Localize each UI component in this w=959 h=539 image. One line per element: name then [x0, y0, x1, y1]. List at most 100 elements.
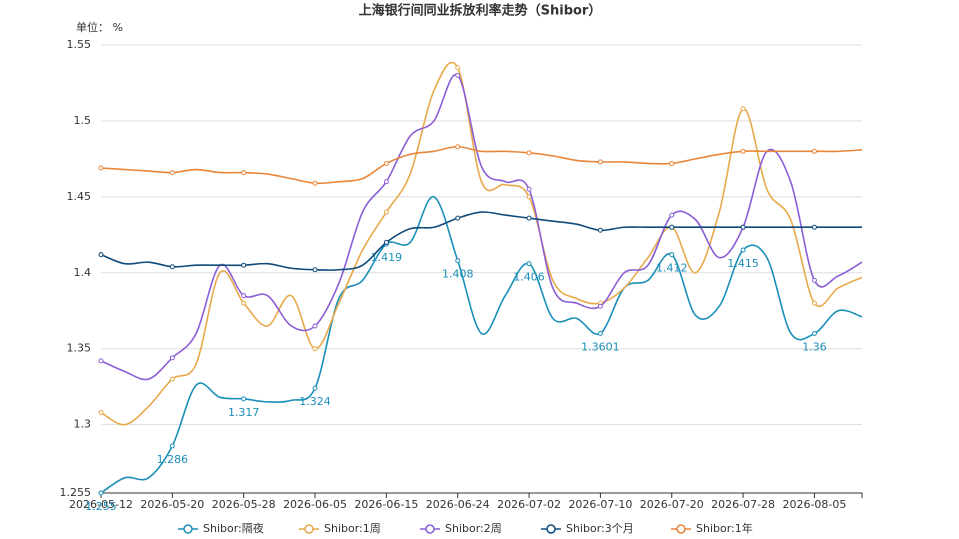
point [526, 261, 532, 267]
legend-swatch [676, 524, 686, 534]
legend-item[interactable]: Shibor:3个月 [541, 522, 634, 535]
point [312, 180, 318, 186]
y-tick-label: 1.55 [67, 38, 92, 51]
data-label: 1.415 [727, 257, 759, 270]
point [669, 224, 675, 230]
series-line [100, 211, 862, 271]
point [455, 72, 461, 78]
point [597, 303, 603, 309]
x-tick-label: 2026-05-28 [212, 498, 276, 511]
point [383, 160, 389, 166]
y-tick-label: 1.255 [60, 486, 92, 499]
point [241, 170, 247, 176]
series-line [100, 196, 863, 494]
point [241, 262, 247, 268]
legend-label: Shibor:3个月 [566, 522, 634, 535]
legend-label: Shibor:隔夜 [203, 521, 264, 535]
point [169, 443, 175, 449]
x-tick-label: 2026-05-12 [69, 498, 133, 511]
legend-swatch [304, 524, 314, 534]
point [811, 300, 817, 306]
point [98, 358, 104, 364]
series-line [100, 145, 863, 185]
x-tick-label: 2026-07-02 [497, 498, 561, 511]
y-tick-label: 1.5 [74, 114, 92, 127]
x-tick-label: 2026-07-28 [711, 498, 775, 511]
point [740, 224, 746, 230]
point [597, 330, 603, 336]
legend: Shibor:隔夜 Shibor:1周 Shibor:2周 Shibor:3个月 Shi… [178, 521, 753, 535]
point [811, 148, 817, 154]
legend-item[interactable]: Shibor:1周 [299, 522, 381, 535]
data-label: 1.408 [442, 268, 474, 281]
point [669, 212, 675, 218]
grid: 1.255 1.3 1.35 1.4 1.45 1.5 1.55 2026-05-12 2026… [60, 38, 863, 511]
data-label: 1.324 [299, 395, 331, 408]
data-label: 1.255 [85, 500, 117, 513]
point [241, 300, 247, 306]
x-tick-label: 2026-06-15 [354, 498, 418, 511]
point [98, 490, 104, 496]
point [383, 179, 389, 185]
point [312, 267, 318, 273]
point [98, 410, 104, 416]
y-tick-label: 1.45 [67, 190, 92, 203]
point [669, 252, 675, 258]
point [312, 385, 318, 391]
point [98, 252, 104, 258]
point [526, 215, 532, 221]
x-tick-label: 2026-08-05 [782, 498, 846, 511]
legend-swatch [425, 524, 435, 534]
point [241, 293, 247, 299]
plot: 1.255 1.286 1.317 1.324 1.419 1.408 1.406 1.360… [85, 61, 863, 513]
point [169, 264, 175, 270]
point [597, 159, 603, 165]
point [241, 396, 247, 402]
point [740, 247, 746, 253]
point [312, 346, 318, 352]
x-tick-label: 2026-06-24 [426, 498, 490, 511]
point [169, 170, 175, 176]
point [597, 227, 603, 233]
legend-label: Shibor:1年 [696, 521, 753, 535]
point [169, 376, 175, 382]
data-label: 1.36 [802, 341, 827, 354]
point [811, 277, 817, 283]
chart-title: 上海银行间同业拆放利率走势（Shibor） [359, 3, 602, 19]
point [811, 224, 817, 230]
legend-item[interactable]: Shibor:2周 [420, 522, 502, 535]
y-tick-label: 1.3 [74, 418, 92, 431]
x-tick-label: 2026-05-20 [140, 498, 204, 511]
point [740, 148, 746, 154]
x-tick-label: 2026-06-05 [283, 498, 347, 511]
point [740, 106, 746, 112]
legend-label: Shibor:2周 [445, 522, 502, 535]
data-label: 1.3601 [581, 340, 620, 353]
legend-item[interactable]: Shibor:1年 [671, 521, 753, 535]
point [455, 215, 461, 221]
point [98, 165, 104, 171]
legend-swatch [546, 524, 556, 534]
data-label: 1.317 [228, 406, 260, 419]
data-label: 1.412 [656, 262, 688, 275]
data-label: 1.406 [513, 271, 545, 284]
point [455, 144, 461, 150]
legend-swatch [183, 524, 193, 534]
point [383, 239, 389, 245]
point [169, 355, 175, 361]
point [383, 209, 389, 215]
y-tick-label: 1.35 [67, 342, 92, 355]
y-tick-label: 1.4 [74, 266, 92, 279]
legend-item[interactable]: Shibor:隔夜 [178, 521, 264, 535]
point [312, 323, 318, 329]
y-axis-unit: 单位： % [76, 20, 123, 34]
point [526, 150, 532, 156]
point [811, 331, 817, 337]
point [455, 258, 461, 264]
series-line [100, 61, 863, 426]
legend-label: Shibor:1周 [324, 522, 381, 535]
data-label: 1.419 [371, 251, 403, 264]
point [526, 186, 532, 192]
x-tick-label: 2026-07-10 [568, 498, 632, 511]
